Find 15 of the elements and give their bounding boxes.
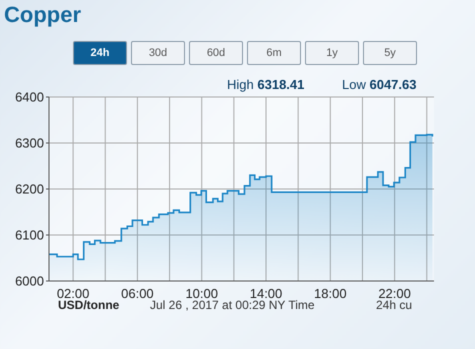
button: 60d [189, 41, 243, 65]
y-tick-label: 6400 [15, 90, 44, 105]
x-tick-label: 18:00 [314, 286, 347, 302]
chart-title: Copper [4, 2, 81, 28]
y-tick-label: 6300 [15, 136, 44, 151]
button: 30d [131, 41, 185, 65]
y-tick-label: 6100 [15, 228, 44, 243]
y-tick-label: 6000 [15, 274, 44, 289]
button: 5y [363, 41, 417, 65]
y-tick-label: 6200 [15, 182, 44, 197]
selected-button: 24h [73, 41, 127, 65]
text: High 6318.41 [227, 77, 304, 92]
text: Low 6047.63 [342, 77, 416, 92]
button: 1y [305, 41, 359, 65]
button: 6m [247, 41, 301, 65]
